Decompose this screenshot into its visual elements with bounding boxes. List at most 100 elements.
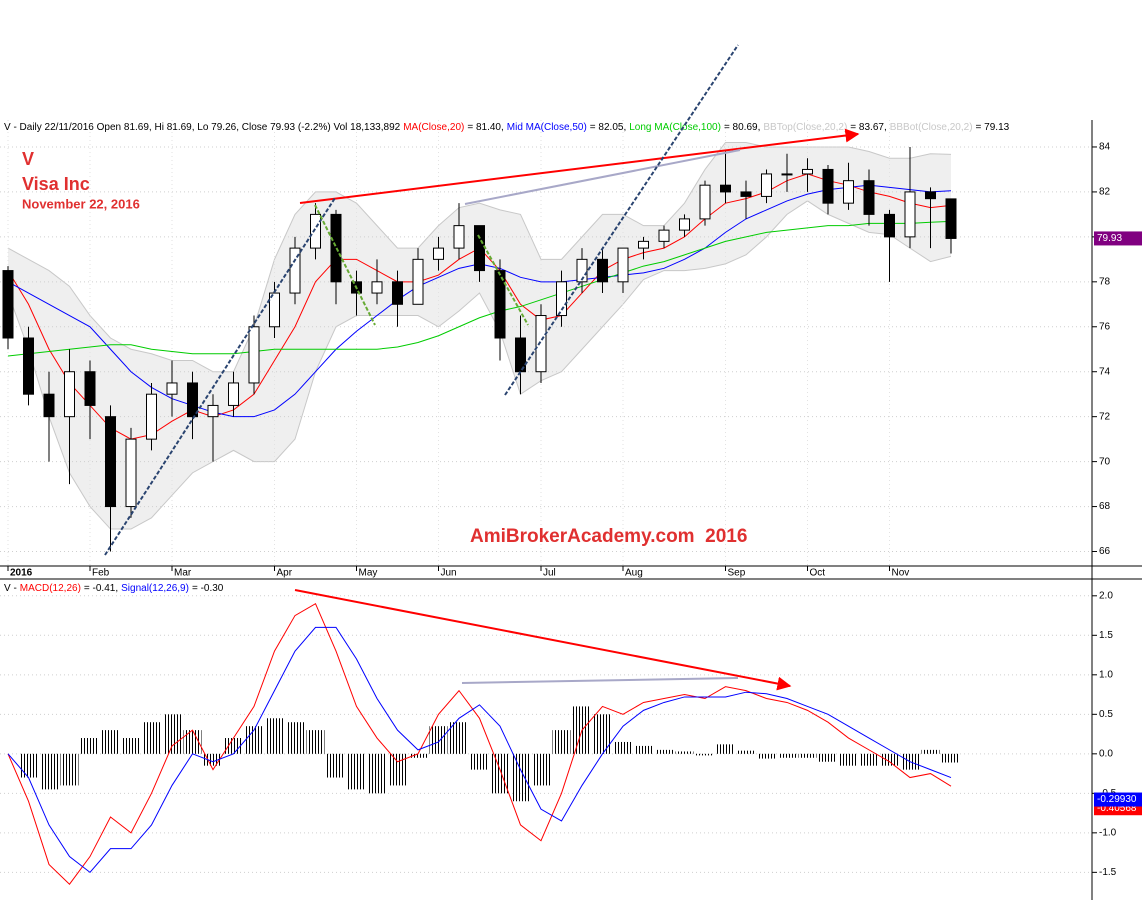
x-tick-label: May bbox=[359, 568, 378, 579]
candle-body bbox=[187, 382, 198, 418]
candle-body bbox=[884, 213, 895, 238]
y-tick-label: 66 bbox=[1099, 546, 1111, 557]
candle-body bbox=[863, 180, 875, 215]
ma-line bbox=[7, 220, 952, 357]
histogram-bar bbox=[245, 726, 263, 754]
y-tick-label: 78 bbox=[1099, 276, 1111, 287]
candle-body bbox=[84, 371, 96, 406]
y-tick-label: -1.5 bbox=[1099, 867, 1117, 878]
histogram-bar bbox=[60, 753, 79, 786]
watermark: AmiBrokerAcademy.com 2016 bbox=[470, 526, 747, 547]
histogram-bar bbox=[655, 749, 673, 754]
histogram-bar bbox=[429, 726, 448, 754]
histogram-bar bbox=[101, 730, 120, 754]
legend-entry: = 79.13 bbox=[976, 122, 1010, 133]
y-tick-label: 68 bbox=[1099, 501, 1111, 512]
histogram-bar bbox=[470, 753, 489, 770]
legend-entry: = 81.40, bbox=[467, 122, 503, 133]
histogram-bar bbox=[122, 738, 140, 754]
histogram-bar bbox=[675, 751, 694, 754]
candle-body bbox=[207, 404, 219, 418]
plot-layer: 666870727476788082842016FebMarAprMayJunJ… bbox=[0, 120, 1142, 885]
candle-body bbox=[125, 438, 137, 508]
x-tick-label: Mar bbox=[174, 568, 192, 579]
y-tick-label: -1.0 bbox=[1099, 827, 1117, 838]
candle-body bbox=[822, 168, 834, 204]
histogram-bar bbox=[142, 722, 161, 754]
candle-body bbox=[105, 416, 116, 508]
trend-line bbox=[464, 149, 741, 205]
candle-body bbox=[43, 393, 55, 418]
legend-entry: MACD(12,26) bbox=[20, 583, 81, 594]
legend-entry: V - Daily 22/11/2016 Open 81.69, Hi 81.6… bbox=[4, 122, 401, 133]
candle-body bbox=[166, 382, 178, 395]
symbol: V bbox=[22, 149, 34, 169]
macd-line bbox=[7, 602, 952, 885]
bollinger-band bbox=[8, 142, 951, 530]
histogram-bar bbox=[286, 722, 304, 754]
histogram-bar bbox=[388, 753, 407, 786]
y-tick-label: 72 bbox=[1099, 411, 1111, 422]
candle-body bbox=[617, 247, 629, 283]
histogram-bar bbox=[614, 741, 632, 754]
histogram-bar bbox=[860, 753, 878, 766]
histogram-bar bbox=[552, 730, 571, 754]
trend-line bbox=[504, 44, 739, 396]
trend-lines bbox=[104, 44, 860, 691]
company-name: Visa Inc bbox=[22, 174, 90, 194]
histogram-bar bbox=[347, 753, 366, 790]
histogram-bar bbox=[306, 730, 325, 754]
legend-entry: = 82.05, bbox=[590, 122, 626, 133]
legend-entry: = 80.69, bbox=[724, 122, 760, 133]
legend-entry: Signal(12,26,9) bbox=[121, 583, 189, 594]
x-tick-label: Nov bbox=[892, 568, 910, 579]
histogram-bar bbox=[450, 722, 468, 754]
y-tick-label: 82 bbox=[1099, 187, 1111, 198]
legend-entry: MA(Close,20) bbox=[403, 122, 464, 133]
candle-body bbox=[535, 315, 547, 373]
histogram-bar bbox=[19, 753, 38, 778]
x-tick-label: Oct bbox=[810, 568, 826, 579]
y-tick-label: 0.5 bbox=[1099, 709, 1113, 720]
histogram-bar bbox=[696, 753, 714, 756]
histogram-bar bbox=[511, 753, 530, 802]
histogram-bar bbox=[224, 738, 243, 754]
candle-body bbox=[720, 184, 731, 193]
last-value-badge bbox=[1094, 792, 1142, 807]
candle-body bbox=[781, 173, 793, 176]
y-tick-label: 74 bbox=[1099, 366, 1111, 377]
x-tick-label: Jun bbox=[441, 568, 457, 579]
legend-entry: = -0.30 bbox=[192, 583, 224, 594]
histogram-bar bbox=[839, 753, 858, 766]
candle-body bbox=[925, 191, 936, 200]
histogram-bar bbox=[532, 753, 550, 786]
candle-body bbox=[658, 229, 670, 242]
candle-body bbox=[371, 281, 383, 294]
candle-body bbox=[740, 191, 752, 197]
histogram-bar bbox=[265, 718, 284, 754]
candle-body bbox=[556, 281, 567, 317]
candle-body bbox=[597, 258, 608, 283]
band-upper bbox=[7, 141, 952, 373]
candle-body bbox=[23, 337, 34, 395]
last-value-label: -0.40568 bbox=[1097, 803, 1137, 814]
candle-body bbox=[576, 258, 588, 283]
legend-entry: = -0.41, bbox=[84, 583, 118, 594]
candle-body bbox=[412, 258, 424, 305]
legend-entry: BBTop(Close,20,2) bbox=[763, 122, 847, 133]
x-tick-label: 2016 bbox=[10, 568, 33, 579]
x-tick-label: Sep bbox=[728, 568, 746, 579]
histogram-bar bbox=[204, 753, 222, 766]
candle-body bbox=[289, 247, 301, 294]
candle-body bbox=[433, 247, 444, 260]
trend-line bbox=[314, 204, 376, 326]
candle-body bbox=[228, 382, 239, 406]
y-tick-label: 2.0 bbox=[1099, 590, 1113, 601]
histogram-bar bbox=[327, 753, 345, 778]
histogram-bar bbox=[409, 753, 427, 758]
candle-body bbox=[146, 393, 157, 440]
x-tick-label: Feb bbox=[92, 568, 110, 579]
histogram-bar bbox=[491, 753, 509, 794]
candle-body bbox=[699, 184, 711, 220]
